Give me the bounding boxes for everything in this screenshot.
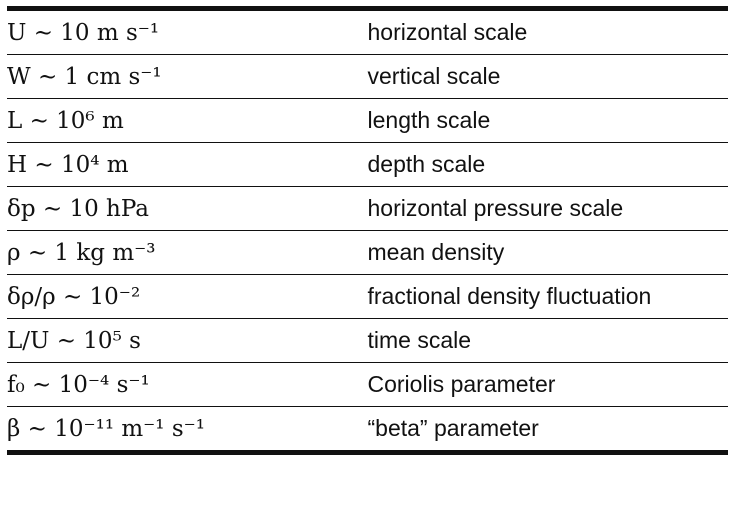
scale-description: horizontal scale [367, 8, 728, 55]
table-top-rule [7, 0, 728, 11]
table-row: δp ∼ 10 hPa horizontal pressure scale [7, 186, 728, 231]
scale-expression: ρ ∼ 1 kg m⁻³ [7, 239, 156, 266]
scale-description: time scale [367, 318, 728, 363]
scale-expression: β ∼ 10⁻¹¹ m⁻¹ s⁻¹ [7, 415, 205, 442]
scale-expression: f₀ ∼ 10⁻⁴ s⁻¹ [7, 371, 150, 398]
scale-expression-cell: U ∼ 10 m s⁻¹ [7, 8, 368, 55]
table-row: ρ ∼ 1 kg m⁻³ mean density [7, 230, 728, 275]
scale-expression-cell: L/U ∼ 10⁵ s [7, 318, 368, 363]
scale-description: fractional density fluctuation [367, 274, 728, 319]
scale-expression-cell: ρ ∼ 1 kg m⁻³ [7, 230, 368, 275]
table-row: β ∼ 10⁻¹¹ m⁻¹ s⁻¹ “beta” parameter [7, 406, 728, 455]
scale-description: length scale [367, 98, 728, 143]
table-row: H ∼ 10⁴ m depth scale [7, 142, 728, 187]
scale-expression-cell: f₀ ∼ 10⁻⁴ s⁻¹ [7, 362, 368, 407]
scale-expression: L/U ∼ 10⁵ s [7, 327, 141, 354]
scale-expression: H ∼ 10⁴ m [7, 151, 129, 178]
scale-description: depth scale [367, 142, 728, 187]
scale-description: horizontal pressure scale [367, 186, 728, 231]
scale-expression-cell: δρ/ρ ∼ 10⁻² [7, 274, 368, 319]
table-row: L/U ∼ 10⁵ s time scale [7, 318, 728, 363]
scale-expression: U ∼ 10 m s⁻¹ [7, 19, 160, 46]
scale-description: Coriolis parameter [367, 362, 728, 407]
scale-description: mean density [367, 230, 728, 275]
scale-expression-cell: δp ∼ 10 hPa [7, 186, 368, 231]
scale-expression-cell: W ∼ 1 cm s⁻¹ [7, 54, 368, 99]
scale-description: “beta” parameter [367, 406, 728, 455]
scale-expression: W ∼ 1 cm s⁻¹ [7, 63, 162, 90]
scale-expression-cell: L ∼ 10⁶ m [7, 98, 368, 143]
scale-expression: δp ∼ 10 hPa [7, 195, 150, 222]
scale-table: U ∼ 10 m s⁻¹ horizontal scale W ∼ 1 cm s… [7, 0, 728, 455]
table-row: L ∼ 10⁶ m length scale [7, 98, 728, 143]
scale-expression-cell: β ∼ 10⁻¹¹ m⁻¹ s⁻¹ [7, 406, 368, 455]
table-row: f₀ ∼ 10⁻⁴ s⁻¹ Coriolis parameter [7, 362, 728, 407]
scale-expression-cell: H ∼ 10⁴ m [7, 142, 368, 187]
scale-expression: δρ/ρ ∼ 10⁻² [7, 283, 141, 310]
scale-expression: L ∼ 10⁶ m [7, 107, 124, 134]
table-row: δρ/ρ ∼ 10⁻² fractional density fluctuati… [7, 274, 728, 319]
table-row: W ∼ 1 cm s⁻¹ vertical scale [7, 54, 728, 99]
scale-description: vertical scale [367, 54, 728, 99]
table-row: U ∼ 10 m s⁻¹ horizontal scale [7, 8, 728, 55]
